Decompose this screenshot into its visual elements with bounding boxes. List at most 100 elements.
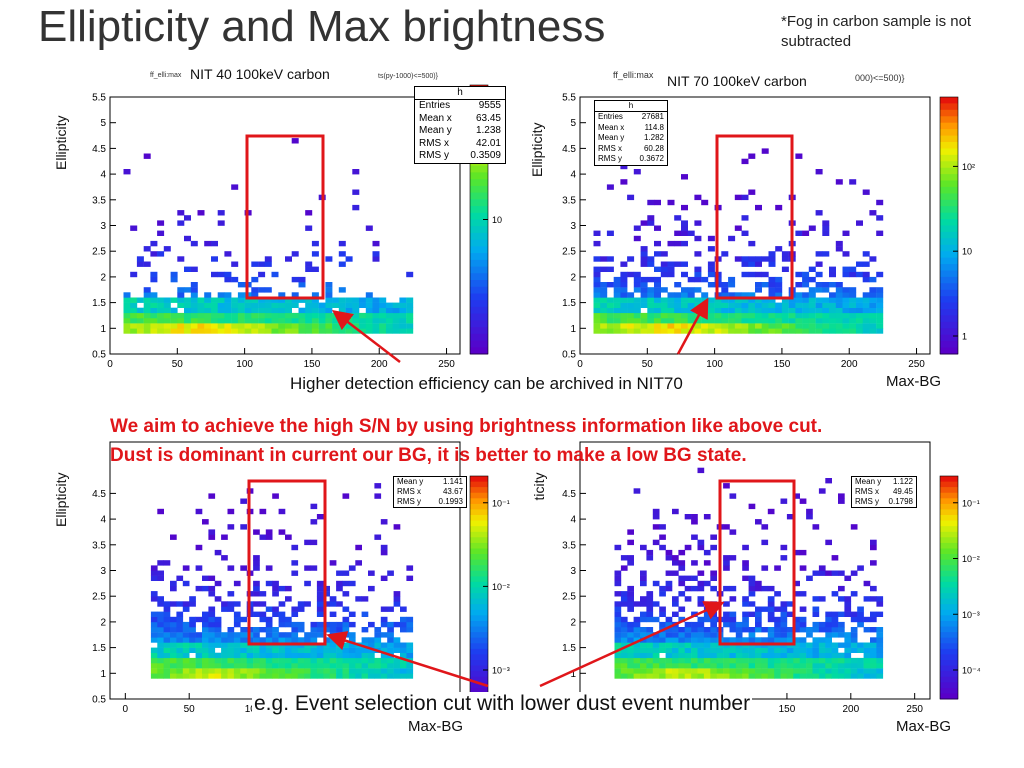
hist-bin [710,657,717,664]
hist-bin [659,647,666,653]
palette-band [470,199,488,207]
hist-bin [348,580,356,587]
palette-band [470,259,488,268]
hist-bin [606,184,614,190]
hist-bin [345,256,353,262]
hist-bin [182,637,190,643]
hist-bin [374,632,382,638]
hist-bin [755,663,762,669]
hist-bin [802,276,810,283]
hist-bin [646,642,654,648]
palette-band [940,487,958,494]
palette-band [940,559,958,566]
hist-bin [143,312,151,319]
hist-bin [310,632,318,638]
palette-band [470,598,488,605]
hist-bin [822,312,830,319]
hist-bin [240,565,247,571]
y-tick-label: 2.5 [562,247,576,258]
hist-bin [170,276,178,283]
hist-bin [691,585,698,592]
hist-bin [697,663,705,669]
hist-bin [380,621,388,628]
hist-bin [163,616,171,623]
hist-bin [802,302,810,308]
hist-bin [694,297,702,303]
hist-bin [793,580,800,587]
palette-band [940,537,958,544]
hist-bin [876,323,884,329]
hist-bin [876,596,884,602]
palette-band [470,333,488,341]
hist-bin [876,328,884,334]
y-tick-label: 1.5 [92,643,106,654]
hist-bin [325,297,333,303]
hist-bin [336,647,343,653]
hist-bin [659,606,666,612]
hist-bin [190,302,198,308]
hist-bin [336,657,343,664]
hist-bin [723,647,730,653]
hist-bin [177,292,185,298]
hist-bin [659,544,666,551]
hist-bin [775,307,783,314]
hist-bin [285,652,292,659]
hist-bin [195,657,203,664]
hist-bin [189,668,196,674]
hist-bin [761,307,769,314]
hist-bin [348,652,356,659]
hist-bin [251,292,259,298]
hist-bin [614,627,622,633]
stat-label: Mean x [419,112,452,124]
stat-label: RMS x [397,487,421,496]
hist-bin [647,256,655,262]
hist-bin [850,611,858,617]
hist-bin [271,318,279,324]
hist-bin [806,508,813,515]
hist-bin [697,642,705,648]
hist-bin [659,585,666,592]
hist-bin [849,318,857,324]
stat-value: 63.45 [475,112,501,124]
hist-bin [240,657,247,664]
hist-bin [211,318,218,324]
hist-bin [646,596,654,602]
hist-bin [380,616,388,623]
hist-bin [748,261,756,267]
hist-bin [665,632,673,638]
x-tick-label: 100 [706,359,723,370]
hist-bin [721,282,729,288]
hist-bin [342,621,350,628]
hist-bin [672,632,679,638]
palette-band [470,531,488,538]
hist-bin [707,261,715,267]
hist-bin [123,292,131,298]
hist-bin [374,663,382,669]
hist-bin [678,647,686,653]
hist-bin [729,555,737,561]
hist-bin [264,302,272,308]
hist-bin [856,302,863,308]
hist-bin [352,302,360,308]
hist-bin [374,657,382,664]
hist-bin [244,328,252,334]
hist-bin [380,668,388,674]
hist-bin [870,673,877,679]
hist-bin [208,575,216,581]
hist-bin [214,616,222,623]
hist-bin [251,312,259,319]
hist-bin [674,261,682,267]
hist-bin [258,271,266,278]
palette-band [940,520,958,527]
hist-bin [316,606,324,612]
hist-bin [735,647,743,653]
stats-title: h [415,87,505,100]
palette-band [470,487,488,494]
hist-bin [774,663,781,669]
hist-bin [710,611,717,617]
hist-bin [217,210,225,216]
hist-bin [748,312,756,319]
hist-bin [150,312,158,319]
hist-bin [710,616,717,623]
hist-bin [672,663,679,669]
